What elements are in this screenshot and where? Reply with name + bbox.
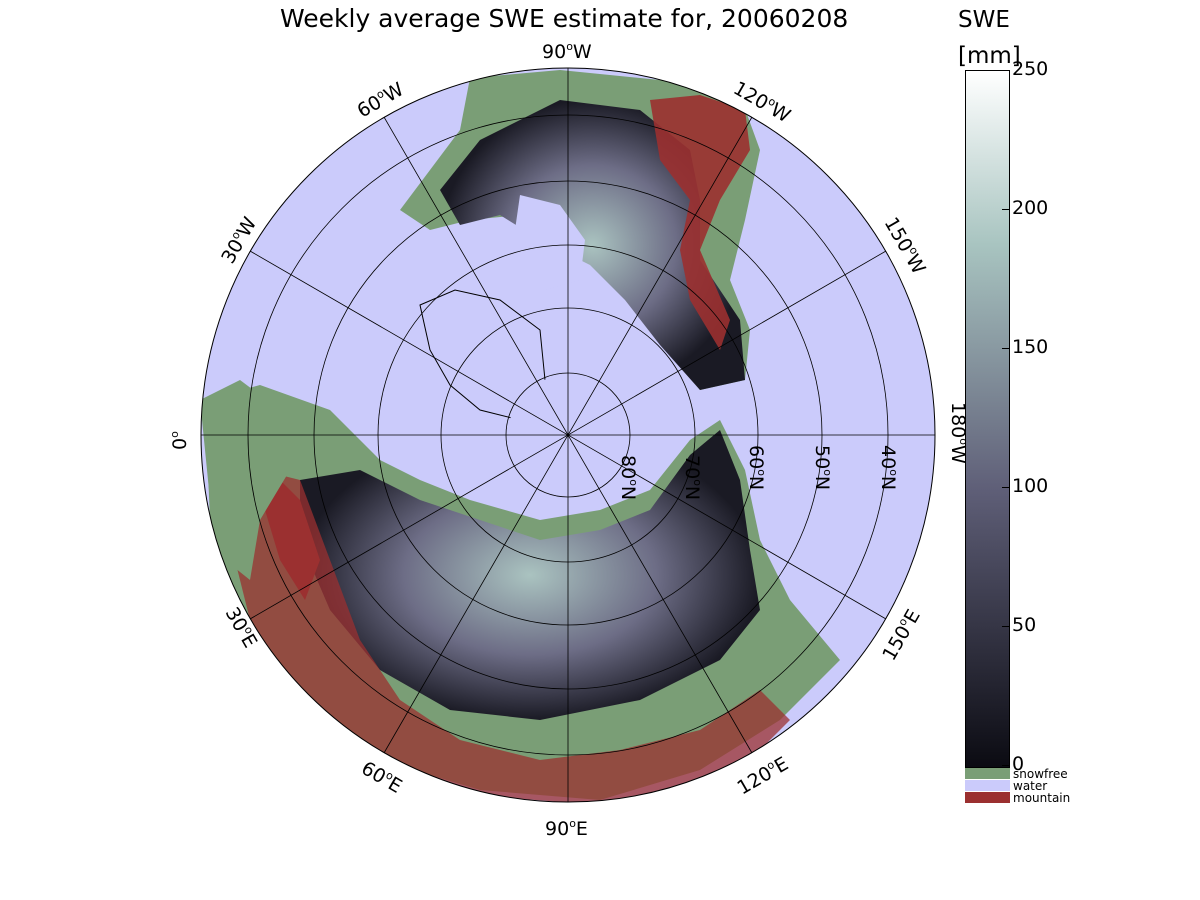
label-180w: 180oW	[947, 402, 970, 464]
north-america-mountains	[650, 95, 750, 350]
colorbar-tick-label: 250	[1012, 58, 1049, 80]
colorbar-title: SWE [mm]	[958, 2, 1021, 74]
label-60e: 60oE	[358, 756, 407, 797]
legend-label-mountain: mountain	[1013, 791, 1071, 805]
colorbar-title-line2: [mm]	[958, 43, 1021, 69]
colorbar-tick-label: 150	[1012, 336, 1049, 358]
eurasia-snow	[300, 430, 760, 720]
colorbar-tick-mark	[1002, 626, 1010, 627]
colorbar-tick-mark	[1002, 348, 1010, 349]
label-60n: 60oN	[745, 445, 768, 490]
label-40n: 40oN	[877, 445, 900, 490]
label-80n: 80oN	[617, 455, 640, 500]
meridians	[201, 68, 935, 802]
label-50n: 50oN	[811, 445, 834, 490]
legend-swatch-snowfree	[965, 768, 1010, 779]
legend-swatch-water	[965, 780, 1010, 791]
map-title: Weekly average SWE estimate for, 2006020…	[280, 4, 849, 33]
legend-swatch-mountain	[965, 792, 1010, 803]
north-america-snow	[440, 100, 745, 390]
colorbar-title-line1: SWE	[958, 7, 1010, 33]
colorbar-tick-mark	[1002, 70, 1010, 71]
colorbar-tick-mark	[1002, 765, 1010, 766]
label-0: 0o	[168, 431, 191, 450]
eurasia-mountains	[230, 470, 790, 802]
scandinavia-mountains	[265, 470, 320, 600]
label-90e: 90oE	[545, 817, 588, 840]
label-70n: 70oN	[681, 455, 704, 500]
hudson-bay	[515, 195, 585, 290]
legend-label-water: water	[1013, 779, 1048, 793]
colorbar-tick-mark	[1002, 209, 1010, 210]
colorbar-tick-label: 50	[1012, 614, 1037, 636]
colorbar-tick-label: 0	[1012, 753, 1025, 775]
colorbar	[965, 70, 1010, 768]
colorbar-tick-mark	[1002, 487, 1010, 488]
legend-label-snowfree: snowfree	[1013, 767, 1068, 781]
label-120e: 120oE	[733, 752, 792, 799]
label-90w: 90oW	[542, 40, 592, 63]
colorbar-tick-label: 200	[1012, 197, 1049, 219]
europe-west	[201, 380, 290, 580]
globe-edge	[200, 67, 936, 803]
colorbar-tick-label: 100	[1012, 475, 1049, 497]
